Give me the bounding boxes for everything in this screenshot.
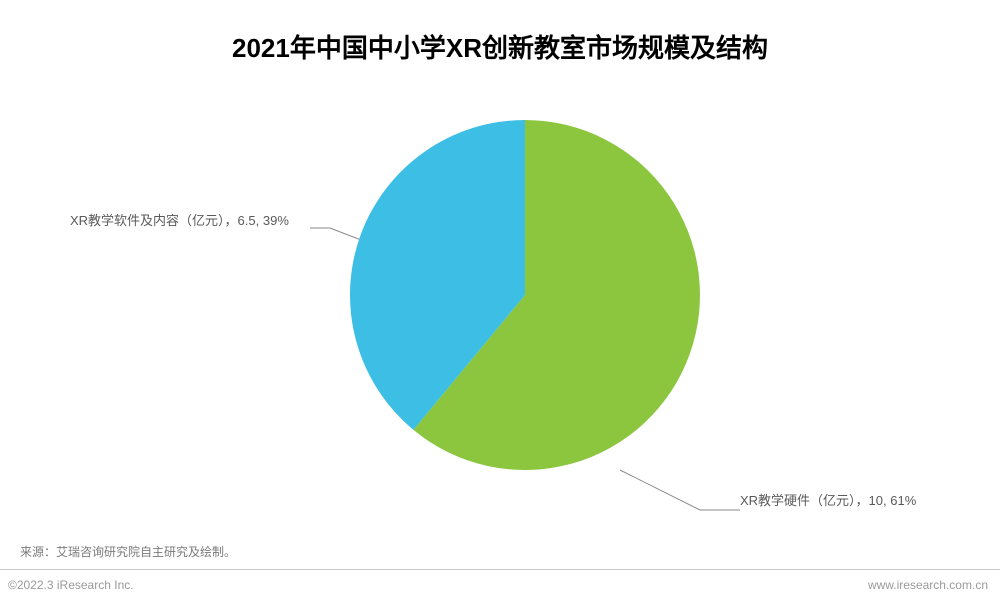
copyright-text: ©2022.3 iResearch Inc. xyxy=(8,578,134,592)
slice-label-hardware: XR教学硬件（亿元），10, 61% xyxy=(740,490,916,509)
pie-chart xyxy=(350,120,700,470)
source-text: 来源：艾瑞咨询研究院自主研究及绘制。 xyxy=(20,543,236,560)
chart-area: XR教学硬件（亿元），10, 61% XR教学软件及内容（亿元），6.5, 39… xyxy=(0,80,1000,520)
footer-divider xyxy=(0,569,1000,570)
slice-label-software: XR教学软件及内容（亿元），6.5, 39% xyxy=(70,210,289,229)
chart-title: 2021年中国中小学XR创新教室市场规模及结构 xyxy=(0,0,1000,65)
site-url: www.iresearch.com.cn xyxy=(868,578,988,592)
